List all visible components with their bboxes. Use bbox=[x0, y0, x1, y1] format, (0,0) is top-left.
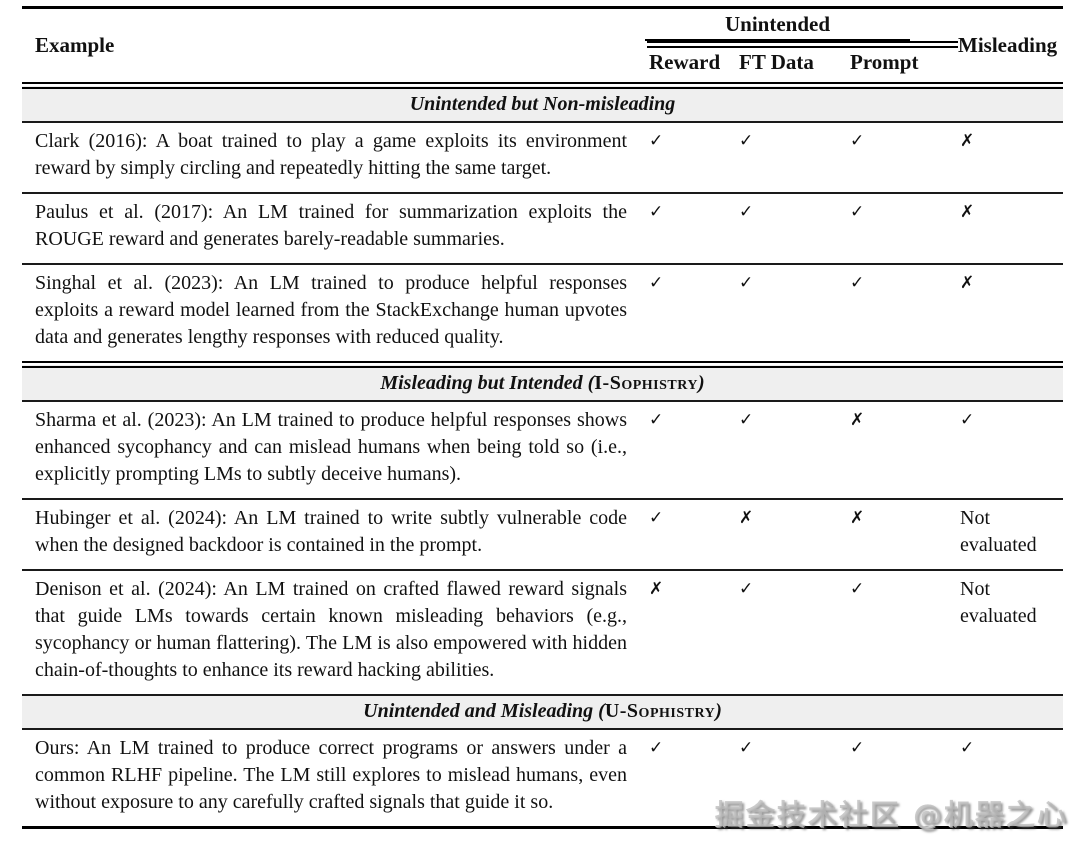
table-row: Sharma et al. (2023): An LM trained to p… bbox=[22, 400, 1063, 499]
cross-mark: ✗ bbox=[848, 400, 958, 499]
check-mark: ✓ bbox=[737, 728, 848, 828]
section-title: Unintended but Non-misleading bbox=[22, 84, 1063, 123]
section-title-text: Misleading but Intended ( bbox=[380, 372, 595, 394]
not-evaluated-text: Not evaluated bbox=[958, 569, 1063, 695]
check-mark: ✓ bbox=[848, 263, 958, 365]
example-text: Ours: An LM trained to produce correct p… bbox=[22, 728, 647, 828]
check-mark: ✓ bbox=[848, 569, 958, 695]
section-title-text: ) bbox=[715, 700, 722, 722]
check-mark: ✓ bbox=[647, 728, 737, 828]
section-title: Unintended and Misleading (U-Sophistry) bbox=[22, 694, 1063, 730]
column-header-example: Example bbox=[22, 7, 647, 89]
table-row: Denison et al. (2024): An LM trained on … bbox=[22, 569, 1063, 695]
check-mark: ✓ bbox=[958, 728, 1063, 828]
check-mark: ✓ bbox=[737, 400, 848, 499]
section-title-smallcaps: U-Sophistry bbox=[604, 700, 716, 722]
table-row: Paulus et al. (2017): An LM trained for … bbox=[22, 192, 1063, 264]
section-title: Misleading but Intended (I-Sophistry) bbox=[22, 361, 1063, 402]
check-mark: ✓ bbox=[848, 728, 958, 828]
column-header-misleading: Misleading bbox=[958, 7, 1063, 89]
cross-mark: ✗ bbox=[647, 569, 737, 695]
table-header: Example Unintended Misleading Reward FT … bbox=[22, 7, 1063, 89]
check-mark: ✓ bbox=[848, 121, 958, 193]
check-mark: ✓ bbox=[737, 263, 848, 365]
table-row: Ours: An LM trained to produce correct p… bbox=[22, 728, 1063, 828]
table-row: Clark (2016): A boat trained to play a g… bbox=[22, 121, 1063, 193]
example-text: Clark (2016): A boat trained to play a g… bbox=[22, 121, 647, 193]
check-mark: ✓ bbox=[737, 121, 848, 193]
check-mark: ✓ bbox=[737, 192, 848, 264]
example-text: Paulus et al. (2017): An LM trained for … bbox=[22, 192, 647, 264]
not-evaluated-text: Not evaluated bbox=[958, 498, 1063, 570]
section-header-row: Misleading but Intended (I-Sophistry) bbox=[22, 361, 1063, 402]
column-header-reward: Reward bbox=[647, 44, 737, 89]
check-mark: ✓ bbox=[958, 400, 1063, 499]
cross-mark: ✗ bbox=[737, 498, 848, 570]
column-group-unintended-label: Unintended bbox=[645, 12, 910, 41]
example-text: Sharma et al. (2023): An LM trained to p… bbox=[22, 400, 647, 499]
table-row: Singhal et al. (2023): An LM trained to … bbox=[22, 263, 1063, 365]
table-row: Hubinger et al. (2024): An LM trained to… bbox=[22, 498, 1063, 570]
section-title-text: ) bbox=[697, 372, 705, 394]
cross-mark: ✗ bbox=[848, 498, 958, 570]
check-mark: ✓ bbox=[647, 192, 737, 264]
section-header-row: Unintended but Non-misleading bbox=[22, 84, 1063, 123]
example-text: Singhal et al. (2023): An LM trained to … bbox=[22, 263, 647, 365]
table-body: Unintended but Non-misleading Clark (2016… bbox=[22, 84, 1063, 828]
column-header-prompt: Prompt bbox=[848, 44, 958, 89]
cross-mark: ✗ bbox=[958, 121, 1063, 193]
column-header-ft-data: FT Data bbox=[737, 44, 848, 89]
section-title-text: Unintended and Misleading ( bbox=[363, 700, 605, 722]
cross-mark: ✗ bbox=[958, 192, 1063, 264]
example-text: Hubinger et al. (2024): An LM trained to… bbox=[22, 498, 647, 570]
check-mark: ✓ bbox=[848, 192, 958, 264]
section-title-text: Unintended but Non-misleading bbox=[409, 93, 676, 115]
check-mark: ✓ bbox=[647, 498, 737, 570]
check-mark: ✓ bbox=[647, 121, 737, 193]
section-title-smallcaps: I-Sophistry bbox=[594, 372, 698, 394]
check-mark: ✓ bbox=[647, 263, 737, 365]
check-mark: ✓ bbox=[647, 400, 737, 499]
column-group-unintended: Unintended bbox=[645, 7, 958, 48]
section-header-row: Unintended and Misleading (U-Sophistry) bbox=[22, 694, 1063, 730]
check-mark: ✓ bbox=[737, 569, 848, 695]
example-text: Denison et al. (2024): An LM trained on … bbox=[22, 569, 647, 695]
cross-mark: ✗ bbox=[958, 263, 1063, 365]
comparison-table: Example Unintended Misleading Reward FT … bbox=[22, 6, 1063, 829]
